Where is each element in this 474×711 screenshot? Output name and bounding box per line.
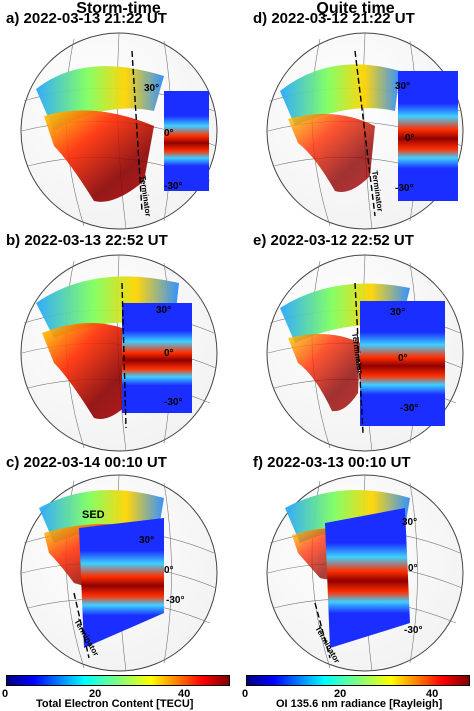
lat-m30-label: -30° [164, 397, 182, 408]
lat-0-label: 0° [164, 565, 174, 576]
lat-m30-label: -30° [404, 625, 422, 636]
tec-north-america-band [280, 64, 400, 126]
tec-colorbar-label: Total Electron Content [TECU] [36, 698, 194, 710]
globe-panel-c: SED 30° 0° -30° Terminator [20, 474, 218, 672]
panel-d-title: d) 2022-03-12 21:22 UT [253, 10, 415, 27]
lat-30-label: 30° [390, 307, 405, 318]
panel-b-title: b) 2022-03-13 22:52 UT [6, 232, 168, 249]
lat-30-label: 30° [402, 517, 417, 528]
radiance-colorbar [246, 675, 470, 686]
gold-swath [325, 508, 410, 648]
sed-label: SED [82, 509, 105, 521]
lat-m30-label: -30° [395, 183, 413, 194]
panel-f-title: f) 2022-03-13 00:10 UT [253, 454, 411, 471]
storm-time-title: Storm-time [76, 0, 161, 17]
tec-north-america-band [280, 283, 410, 343]
globe-panel-a: 30° 0° -30° Terminator [20, 32, 218, 230]
terminator-line [354, 282, 364, 434]
lat-m30-label: -30° [400, 403, 418, 414]
panel-e-title: e) 2022-03-12 22:52 UT [253, 232, 414, 249]
tec-enhancement-region [44, 110, 154, 202]
gold-swath [122, 303, 192, 413]
lat-m30-label: -30° [164, 181, 182, 192]
lat-30-label: 30° [139, 535, 154, 546]
lat-0-label: 0° [408, 563, 418, 574]
terminator-line [354, 50, 376, 217]
lat-m30-label: -30° [166, 595, 184, 606]
lat-0-label: 0° [398, 353, 408, 364]
radiance-tick-0: 0 [242, 688, 249, 700]
globe-panel-d: 30° 0° -30° Terminator [266, 32, 464, 230]
globe-panel-f: 30° 0° -30° Terminator [266, 474, 464, 672]
gold-swath [360, 301, 445, 426]
lat-0-label: 0° [164, 128, 174, 139]
tec-enhancement-region [42, 323, 134, 419]
tec-enhancement-region [288, 113, 375, 192]
lat-30-label: 30° [395, 81, 410, 92]
globe-panel-e: 30° 0° -30° Terminator [266, 254, 464, 452]
terminator-line [121, 282, 127, 429]
tec-tick-20: 20 [89, 688, 102, 700]
globe-panel-b: 30° 0° -30° [20, 254, 218, 452]
terminator-line [314, 602, 331, 659]
radiance-tick-40: 40 [426, 688, 439, 700]
terminator-line [73, 592, 90, 659]
quiet-time-title: Quite time [316, 0, 395, 17]
lat-30-label: 30° [156, 305, 171, 316]
radiance-tick-20: 20 [334, 688, 347, 700]
radiance-colorbar-label: OI 135.6 nm radiance [Rayleigh] [276, 698, 443, 710]
panel-a-title: a) 2022-03-13 21:22 UT [6, 10, 167, 27]
lat-30-label: 30° [144, 83, 159, 94]
tec-tick-40: 40 [178, 688, 191, 700]
tec-tick-0: 0 [2, 688, 9, 700]
tec-colorbar [6, 675, 230, 686]
gold-swath [164, 91, 209, 191]
lat-0-label: 0° [405, 133, 415, 144]
panel-c-title: c) 2022-03-14 00:10 UT [6, 454, 167, 471]
lat-0-label: 0° [164, 348, 174, 359]
gold-swath [79, 518, 164, 648]
tec-enhancement-region [288, 334, 360, 412]
gold-swath [398, 71, 458, 201]
